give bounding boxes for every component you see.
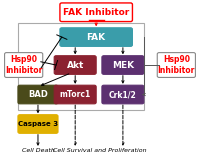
Text: FAK: FAK xyxy=(87,33,106,42)
FancyBboxPatch shape xyxy=(60,3,132,22)
Text: Akt: Akt xyxy=(67,61,84,70)
FancyBboxPatch shape xyxy=(5,53,43,77)
FancyBboxPatch shape xyxy=(54,56,96,74)
Text: BAD: BAD xyxy=(28,90,48,99)
Text: FAK Inhibitor: FAK Inhibitor xyxy=(63,8,129,17)
Text: Hsp90
Inhibitor: Hsp90 Inhibitor xyxy=(158,55,195,75)
Text: Crk1/2: Crk1/2 xyxy=(109,90,137,99)
FancyBboxPatch shape xyxy=(102,56,144,74)
Bar xyxy=(18,23,144,110)
Text: MEK: MEK xyxy=(112,61,134,70)
FancyBboxPatch shape xyxy=(157,53,195,77)
FancyBboxPatch shape xyxy=(18,115,58,133)
Text: mTorc1: mTorc1 xyxy=(60,90,91,99)
Text: Caspase 3: Caspase 3 xyxy=(18,121,58,127)
Text: Cell Survival and Proliferation: Cell Survival and Proliferation xyxy=(53,148,147,153)
FancyBboxPatch shape xyxy=(102,85,144,104)
FancyBboxPatch shape xyxy=(60,28,132,46)
Text: Hsp90
Inhibitor: Hsp90 Inhibitor xyxy=(5,55,42,75)
FancyBboxPatch shape xyxy=(54,85,96,104)
FancyBboxPatch shape xyxy=(18,85,58,104)
Text: Cell Death: Cell Death xyxy=(22,148,54,153)
